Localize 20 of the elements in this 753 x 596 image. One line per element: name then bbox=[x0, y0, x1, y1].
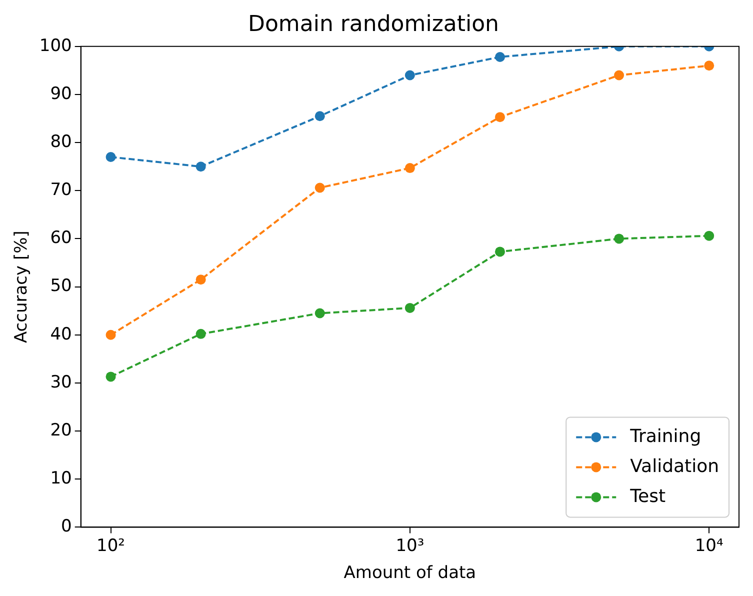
x-axis-title: Amount of data bbox=[344, 563, 476, 584]
y-tick-label: 70 bbox=[50, 180, 72, 200]
y-tick-label: 80 bbox=[50, 132, 72, 152]
y-tick-label: 40 bbox=[50, 324, 72, 344]
y-tick-label: 90 bbox=[50, 84, 72, 104]
y-tick-label: 100 bbox=[39, 36, 72, 56]
y-tick-label: 60 bbox=[50, 228, 72, 248]
legend-label: Training bbox=[629, 426, 702, 447]
x-tick-label: 10³ bbox=[396, 536, 424, 556]
x-tick-label: 10² bbox=[96, 536, 125, 556]
y-axis-title: Accuracy [%] bbox=[12, 230, 32, 344]
x-tick-label: 10⁴ bbox=[694, 536, 724, 556]
y-tick-label: 10 bbox=[50, 468, 72, 489]
legend-label: Test bbox=[629, 486, 666, 507]
y-tick-label: 20 bbox=[50, 420, 72, 440]
chart-title: Domain randomization bbox=[248, 12, 499, 37]
y-tick-label: 30 bbox=[50, 372, 72, 392]
legend-label: Validation bbox=[630, 456, 720, 477]
y-tick-label: 0 bbox=[61, 516, 72, 537]
y-tick-label: 50 bbox=[50, 276, 72, 296]
